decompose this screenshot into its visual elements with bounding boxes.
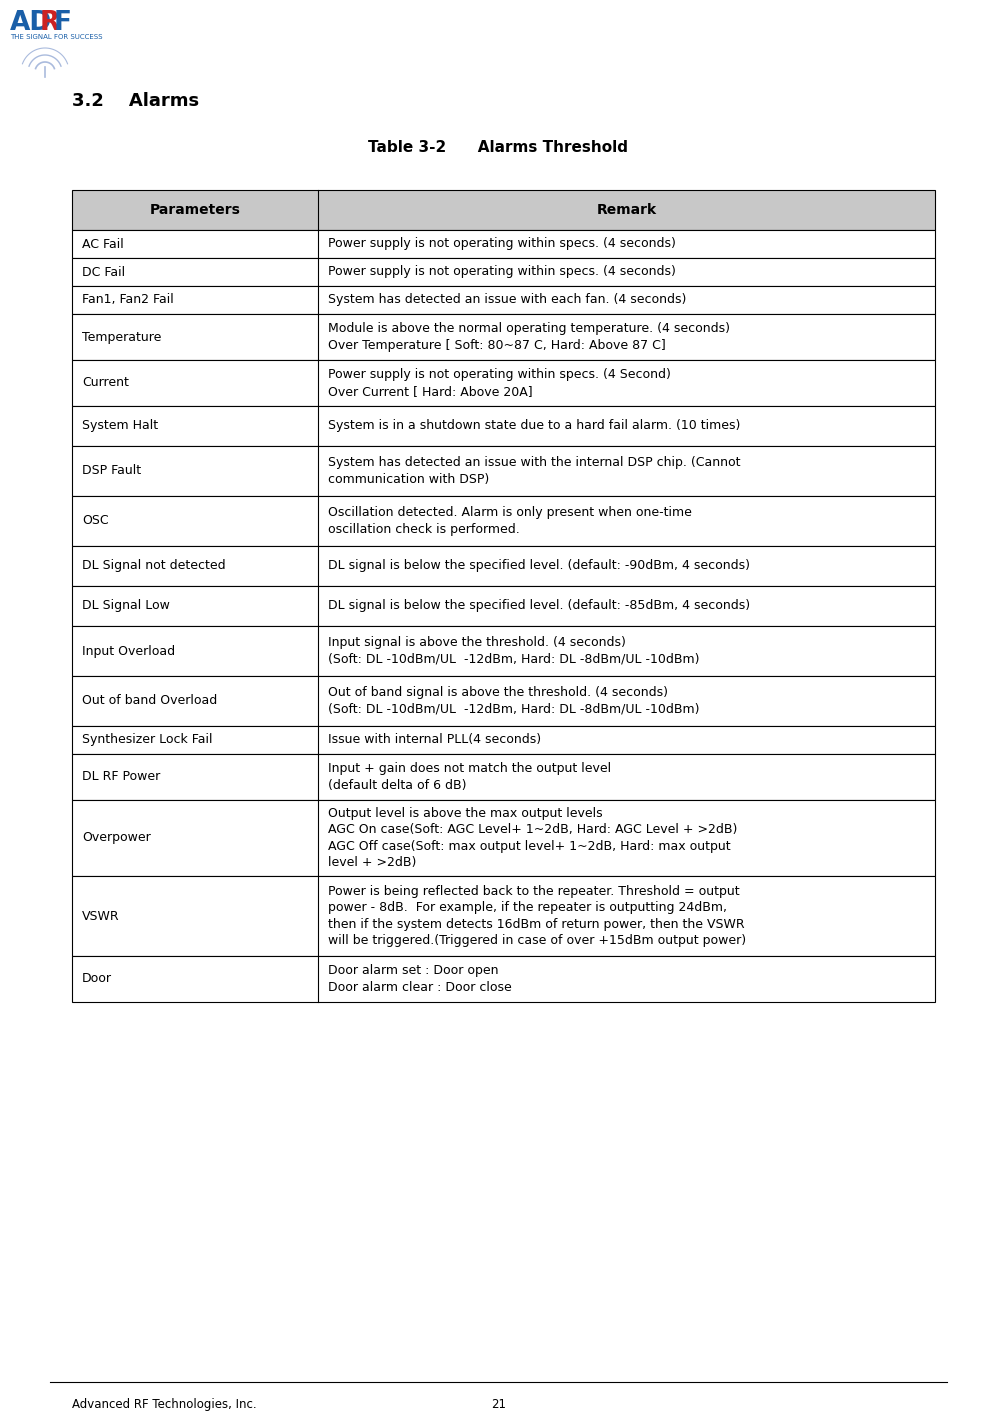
Text: DL Signal Low: DL Signal Low	[82, 599, 169, 613]
Text: OSC: OSC	[82, 514, 109, 528]
Text: Output level is above the max output levels
AGC On case(Soft: AGC Level+ 1~2dB, : Output level is above the max output lev…	[328, 807, 738, 869]
Text: THE SIGNAL FOR SUCCESS: THE SIGNAL FOR SUCCESS	[10, 34, 103, 40]
Text: DC Fail: DC Fail	[82, 266, 126, 279]
Text: Power supply is not operating within specs. (4 seconds): Power supply is not operating within spe…	[328, 238, 676, 251]
Text: 3.2    Alarms: 3.2 Alarms	[72, 92, 199, 110]
Bar	[72, 406, 935, 446]
Text: Table 3-2      Alarms Threshold: Table 3-2 Alarms Threshold	[369, 140, 628, 154]
Bar	[72, 547, 935, 586]
Text: Synthesizer Lock Fail: Synthesizer Lock Fail	[82, 733, 212, 746]
Text: Input + gain does not match the output level
(default delta of 6 dB): Input + gain does not match the output l…	[328, 762, 611, 792]
Bar	[72, 360, 935, 406]
Bar	[72, 956, 935, 1003]
Bar	[72, 675, 935, 726]
Text: Parameters: Parameters	[150, 202, 240, 217]
Bar	[72, 753, 935, 800]
Text: Overpower: Overpower	[82, 831, 151, 844]
Text: System has detected an issue with each fan. (4 seconds): System has detected an issue with each f…	[328, 293, 686, 306]
Text: Out of band signal is above the threshold. (4 seconds)
(Soft: DL -10dBm/UL  -12d: Out of band signal is above the threshol…	[328, 687, 700, 715]
Text: DL signal is below the specified level. (default: -90dBm, 4 seconds): DL signal is below the specified level. …	[328, 559, 750, 572]
Text: DL signal is below the specified level. (default: -85dBm, 4 seconds): DL signal is below the specified level. …	[328, 599, 750, 613]
Text: System has detected an issue with the internal DSP chip. (Cannot
communication w: System has detected an issue with the in…	[328, 456, 741, 486]
Text: Remark: Remark	[596, 202, 657, 217]
Text: DL Signal not detected: DL Signal not detected	[82, 559, 225, 572]
Text: DL RF Power: DL RF Power	[82, 770, 161, 783]
Text: DSP Fault: DSP Fault	[82, 464, 142, 477]
Bar	[72, 496, 935, 547]
Text: Advanced RF Technologies, Inc.: Advanced RF Technologies, Inc.	[72, 1398, 256, 1410]
Bar	[72, 286, 935, 314]
Text: 21: 21	[491, 1398, 506, 1410]
Text: Input signal is above the threshold. (4 seconds)
(Soft: DL -10dBm/UL  -12dBm, Ha: Input signal is above the threshold. (4 …	[328, 636, 700, 666]
Bar	[72, 258, 935, 286]
Text: Fan1, Fan2 Fail: Fan1, Fan2 Fail	[82, 293, 173, 306]
Bar	[72, 726, 935, 753]
Text: Input Overload: Input Overload	[82, 644, 175, 657]
Text: Current: Current	[82, 377, 129, 389]
Text: Door: Door	[82, 973, 112, 986]
Text: Module is above the normal operating temperature. (4 seconds)
Over Temperature [: Module is above the normal operating tem…	[328, 323, 730, 351]
Bar	[72, 229, 935, 258]
Text: F: F	[54, 10, 72, 35]
Text: Power is being reflected back to the repeater. Threshold = output
power - 8dB.  : Power is being reflected back to the rep…	[328, 885, 746, 947]
Text: Oscillation detected. Alarm is only present when one-time
oscillation check is p: Oscillation detected. Alarm is only pres…	[328, 507, 692, 535]
Text: VSWR: VSWR	[82, 909, 120, 922]
Text: Temperature: Temperature	[82, 330, 162, 344]
Bar	[72, 626, 935, 675]
Bar	[72, 190, 935, 229]
Bar	[72, 586, 935, 626]
Text: Out of band Overload: Out of band Overload	[82, 694, 217, 708]
Text: R: R	[40, 10, 60, 35]
Text: Power supply is not operating within specs. (4 seconds): Power supply is not operating within spe…	[328, 266, 676, 279]
Text: AC Fail: AC Fail	[82, 238, 124, 251]
Bar	[72, 446, 935, 496]
Text: Issue with internal PLL(4 seconds): Issue with internal PLL(4 seconds)	[328, 733, 541, 746]
Text: Door alarm set : Door open
Door alarm clear : Door close: Door alarm set : Door open Door alarm cl…	[328, 964, 511, 994]
Text: AD: AD	[10, 10, 52, 35]
Bar	[72, 800, 935, 877]
Text: Power supply is not operating within specs. (4 Second)
Over Current [ Hard: Abov: Power supply is not operating within spe…	[328, 368, 671, 398]
Text: System Halt: System Halt	[82, 419, 159, 432]
Text: System is in a shutdown state due to a hard fail alarm. (10 times): System is in a shutdown state due to a h…	[328, 419, 741, 432]
Bar	[72, 314, 935, 360]
Bar	[72, 877, 935, 956]
